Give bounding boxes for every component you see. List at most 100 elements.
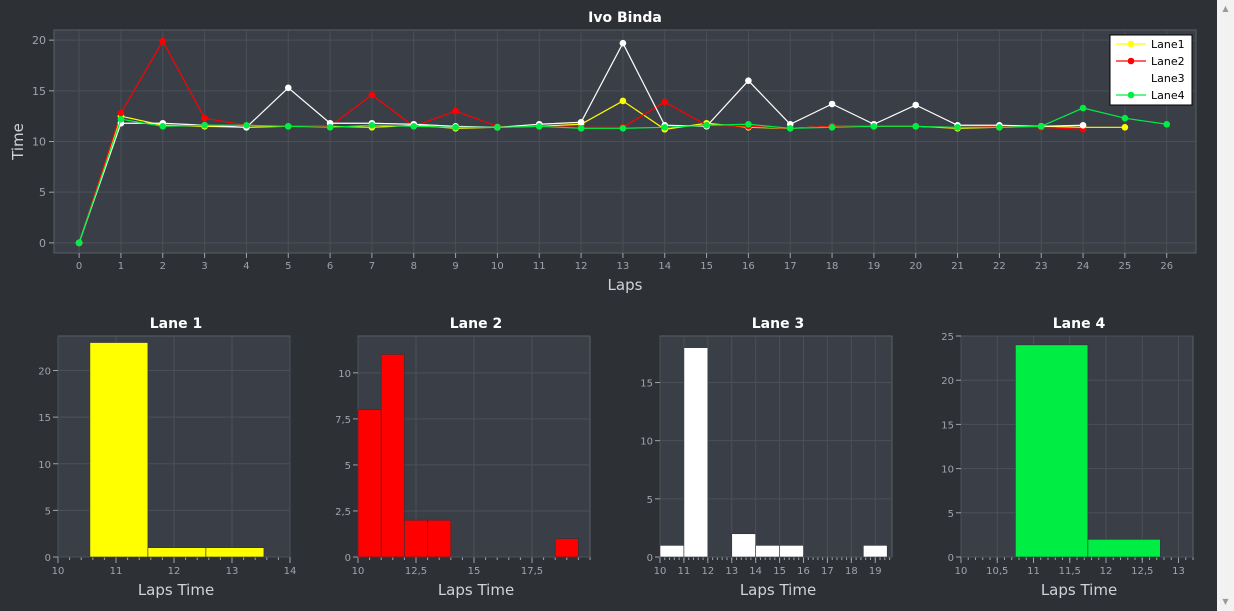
x-tick-label: 17: [821, 566, 834, 577]
y-tick-label: 10: [32, 136, 46, 149]
histogram-bar: [554, 538, 579, 558]
histogram-x-axis-label: Laps Time: [740, 581, 816, 599]
point-lane4: [996, 124, 1003, 131]
y-tick-label: 5: [45, 506, 51, 517]
point-lane4: [75, 239, 83, 247]
point-lane4: [368, 121, 376, 129]
x-tick-label: 4: [243, 261, 249, 272]
histogram-bar: [731, 533, 756, 558]
point-lane3: [619, 39, 627, 47]
x-tick-label: 11: [533, 261, 546, 272]
x-tick-label: 10: [955, 566, 968, 577]
y-tick-label: 20: [38, 367, 51, 378]
scroll-up-icon[interactable]: ▲: [1222, 4, 1229, 13]
x-tick-label: 15: [773, 566, 786, 577]
histogram-title: Lane 1: [150, 316, 202, 332]
y-tick-label: 15: [32, 85, 46, 98]
x-tick-label: 23: [1035, 261, 1048, 272]
y-axis-label: Time: [9, 123, 27, 161]
histogram-bar: [404, 519, 428, 558]
x-tick-label: 11: [1027, 566, 1040, 577]
x-tick-label: 17: [784, 261, 797, 272]
point-lane4: [452, 124, 459, 131]
x-tick-label: 0: [76, 261, 82, 272]
point-lane4: [1163, 120, 1171, 128]
x-tick-label: 12,5: [1131, 566, 1153, 577]
y-tick-label: 0: [948, 553, 954, 564]
x-tick-label: 13: [226, 566, 239, 577]
y-tick-label: 0: [39, 237, 46, 250]
y-tick-label: 5: [948, 509, 954, 520]
x-tick-label: 17,5: [521, 566, 543, 577]
point-lane4: [1037, 122, 1045, 130]
x-tick-label: 11: [678, 566, 691, 577]
y-tick-label: 20: [32, 34, 46, 47]
point-lane2: [368, 91, 376, 99]
point-lane2: [661, 98, 669, 106]
x-tick-label: 19: [869, 566, 882, 577]
legend-marker-lane1: [1127, 40, 1135, 48]
x-tick-label: 14: [658, 261, 671, 272]
point-lane4: [619, 125, 627, 132]
x-tick-label: 11,5: [1059, 566, 1081, 577]
x-tick-label: 10,5: [986, 566, 1008, 577]
x-tick-label: 12: [1100, 566, 1113, 577]
point-lane4: [745, 120, 752, 128]
y-tick-label: 15: [941, 420, 954, 431]
x-tick-label: 6: [327, 261, 333, 272]
point-lane3: [745, 77, 752, 84]
y-tick-label: 5: [39, 186, 46, 199]
histogram-bar: [683, 347, 709, 558]
x-tick-label: 25: [1119, 261, 1132, 272]
histogram-bar: [1015, 344, 1089, 558]
x-tick-label: 10: [654, 566, 667, 577]
point-lane4: [954, 124, 961, 131]
histogram-bar: [147, 547, 207, 558]
x-tick-label: 16: [797, 566, 810, 577]
vertical-scrollbar[interactable]: ▲ ▼: [1217, 0, 1234, 611]
y-tick-label: 15: [640, 379, 653, 390]
x-tick-label: 7: [369, 261, 375, 272]
x-tick-label: 18: [845, 566, 858, 577]
y-tick-label: 0: [647, 553, 653, 564]
point-lane4: [284, 122, 292, 130]
point-lane4: [326, 124, 334, 131]
lap-time-line-chart: 0 1 2 3 4 5 6 7 8 9 10 11 12 13 14 15 16 17 18 19 20 21 22 23 24…: [9, 10, 1197, 294]
lane3-histogram: 10 11 12 13 14 15 16 17 18 19 0 5 10 15 Lane 3 Laps Tim…: [640, 316, 893, 599]
x-tick-label: 11: [110, 566, 123, 577]
x-tick-label: 3: [201, 261, 207, 272]
legend-marker-lane2: [1127, 57, 1135, 65]
x-tick-label: 19: [868, 261, 881, 272]
x-tick-label: 21: [951, 261, 964, 272]
x-tick-label: 20: [909, 261, 922, 272]
histogram-bar: [380, 354, 405, 558]
y-tick-label: 10: [338, 369, 351, 380]
x-tick-label: 13: [617, 261, 630, 272]
point-lane1: [619, 97, 627, 105]
histogram-bar: [755, 545, 780, 558]
histogram-bar: [862, 545, 888, 558]
y-tick-label: 7,5: [335, 415, 351, 426]
scroll-down-icon[interactable]: ▼: [1222, 597, 1229, 606]
x-tick-label: 12: [701, 566, 714, 577]
point-lane2: [201, 114, 208, 122]
histogram-bar: [357, 409, 382, 558]
lane2-histogram: 10 12,5 15 17,5 0 2,5 5 7,5 10 Lane 2 Laps Time: [335, 316, 591, 599]
x-tick-label: 10: [52, 566, 65, 577]
point-lane4: [201, 121, 208, 129]
point-lane4: [243, 121, 250, 129]
point-lane3: [1079, 121, 1087, 129]
y-tick-label: 10: [941, 465, 954, 476]
x-tick-label: 12: [575, 261, 588, 272]
histogram-title: Lane 4: [1053, 316, 1106, 332]
lane1-histogram: 10 11 12 13 14 0 5 10 15 20 Lane 1 Laps Time: [38, 316, 296, 599]
x-tick-label: 2: [160, 261, 166, 272]
x-axis-label: Laps: [608, 276, 643, 294]
x-tick-label: 5: [285, 261, 291, 272]
y-tick-label: 10: [640, 437, 653, 448]
x-tick-label: 15: [700, 261, 713, 272]
x-tick-label: 13: [1172, 566, 1185, 577]
point-lane4: [494, 124, 501, 131]
y-tick-label: 0: [45, 553, 51, 564]
